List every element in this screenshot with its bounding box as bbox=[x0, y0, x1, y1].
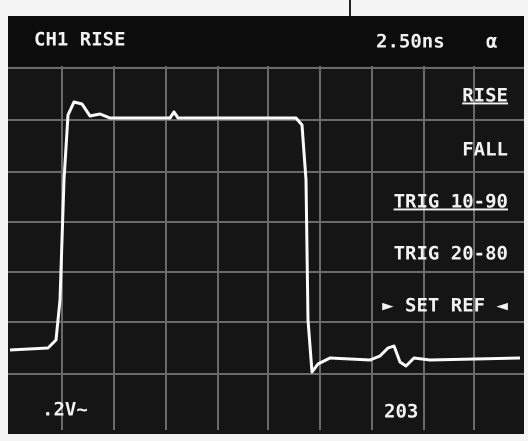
volts-per-div: .2V~ bbox=[42, 399, 88, 421]
menu-item[interactable]: ► SET REF ◄ bbox=[382, 295, 508, 317]
menu-item[interactable]: TRIG 10-90 bbox=[394, 191, 508, 213]
menu-item[interactable]: FALL bbox=[462, 139, 508, 161]
footer-right: 203 bbox=[384, 401, 418, 423]
menu-item[interactable]: RISE bbox=[462, 85, 508, 107]
timebase: 2.50ns bbox=[376, 31, 445, 53]
screen bbox=[8, 16, 524, 434]
oscilloscope-screen: CH1 RISE 2.50ns α RISE FALL TRIG 10-90 T… bbox=[0, 0, 528, 441]
menu-item[interactable]: TRIG 20-80 bbox=[394, 243, 508, 265]
marker: α bbox=[486, 31, 497, 53]
channel-label: CH1 RISE bbox=[34, 29, 126, 51]
